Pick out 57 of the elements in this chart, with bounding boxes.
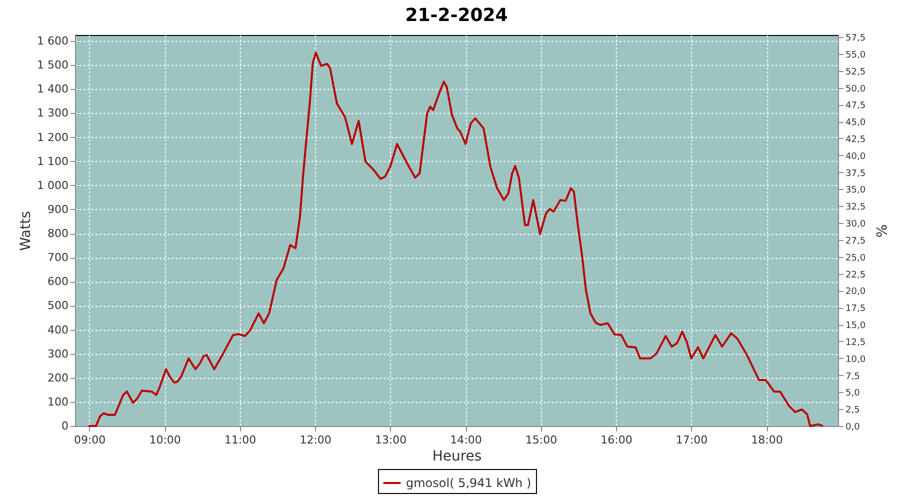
y-tick-label: 1 100 [37, 154, 68, 168]
y-tick-label: 0 [62, 420, 68, 432]
y-tick-label: 900 [48, 202, 68, 216]
y2-tick-label: 37,5 [846, 168, 866, 179]
x-tick-label: 09:00 [74, 434, 106, 446]
y-tick-label: 1 500 [37, 58, 68, 72]
x-tick-label: 18:00 [751, 434, 783, 446]
y2-tick-label: 45,0 [846, 118, 866, 128]
y2-tick-label: 30,0 [846, 220, 866, 230]
y2-tick-label: 17,5 [846, 304, 866, 314]
x-tick-label: 15:00 [525, 434, 558, 446]
y2-tick-label: 42,5 [846, 135, 866, 145]
y-tick-label: 1 200 [37, 130, 68, 144]
y2-tick-label: 32,5 [846, 202, 866, 213]
y-tick-label: 400 [48, 323, 68, 336]
y2-tick-label: 22,5 [846, 270, 866, 280]
y-tick-label: 700 [48, 251, 68, 264]
y-tick-label: 1 000 [37, 178, 68, 192]
y-tick-label: 600 [48, 275, 68, 288]
x-tick-label: 13:00 [374, 434, 407, 446]
y2-tick-label: 20,0 [846, 287, 866, 298]
y-tick-label: 200 [48, 371, 68, 384]
x-tick-label: 16:00 [600, 434, 632, 446]
y2-tick-label: 12,5 [846, 338, 866, 348]
y2-tick-label: 0,0 [846, 422, 860, 432]
y-tick-label: 1 300 [37, 106, 68, 120]
x-axis-title: Heures [432, 448, 482, 464]
y2-tick-label: 57,5 [846, 34, 866, 44]
y2-tick-label: 52,5 [846, 67, 866, 78]
y2-tick-label: 10,0 [846, 354, 866, 365]
x-tick-label: 10:00 [149, 434, 181, 446]
y2-tick-label: 2,5 [846, 406, 860, 416]
x-tick-label: 14:00 [450, 434, 482, 446]
y-tick-label: 300 [48, 347, 68, 360]
x-tick-label: 17:00 [676, 434, 708, 446]
y-tick-label: 500 [48, 299, 68, 312]
y2-tick-label: 55,0 [846, 50, 866, 60]
y2-tick-label: 40,0 [846, 152, 866, 162]
y2-tick-label: 7,5 [846, 372, 860, 382]
y2-tick-label: 25,0 [846, 253, 866, 264]
y-tick-label: 800 [48, 227, 68, 240]
y2-tick-label: 15,0 [846, 321, 866, 332]
legend-label: gmosol( 5,941 kWh ) [406, 476, 532, 490]
y2-tick-label: 50,0 [846, 84, 866, 94]
y-tick-label: 1 600 [37, 34, 68, 48]
y2-tick-label: 35,0 [846, 186, 866, 196]
y2-axis-title: % [872, 224, 889, 238]
y2-tick-label: 5,0 [846, 388, 860, 399]
chart-title: 21-2-2024 [405, 5, 508, 26]
y-tick-label: 100 [48, 395, 68, 408]
x-tick-label: 11:00 [224, 434, 256, 446]
x-tick-label: 12:00 [300, 434, 332, 446]
line-series [88, 52, 824, 427]
y2-tick-label: 47,5 [846, 101, 866, 112]
y2-tick-label: 27,5 [846, 236, 866, 246]
y-axis-title: Watts [18, 211, 34, 251]
y-tick-label: 1 400 [37, 82, 68, 96]
